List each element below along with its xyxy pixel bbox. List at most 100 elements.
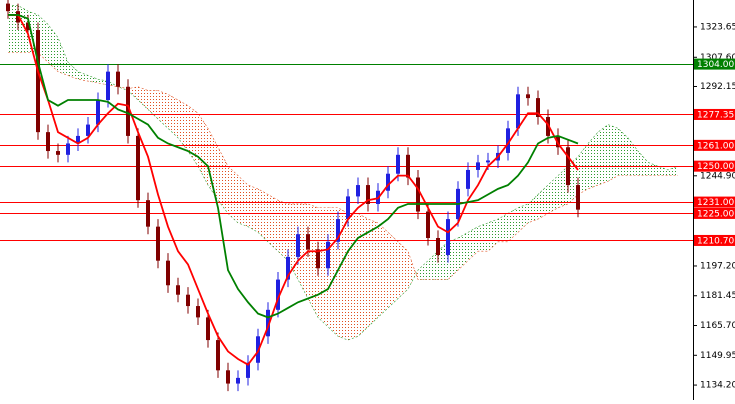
level-label: 1304.00 xyxy=(697,60,734,70)
cloud-segment xyxy=(178,100,188,152)
cloud-segment xyxy=(288,203,298,280)
level-label-bg xyxy=(694,207,735,219)
cloud-segment xyxy=(168,94,178,138)
candle-body xyxy=(296,234,300,257)
candle-body xyxy=(36,30,40,133)
cloud-segment xyxy=(78,71,88,82)
cloud-segment xyxy=(588,132,598,189)
candle-body xyxy=(276,279,280,310)
indicator-line xyxy=(8,14,579,319)
candle-body xyxy=(66,143,70,155)
cloud-segment xyxy=(148,90,158,119)
y-tick-label: 1244.90 xyxy=(700,171,735,181)
candle-body xyxy=(576,185,580,210)
candle-body xyxy=(136,135,140,201)
cloud-segment xyxy=(38,14,48,63)
cloud-segment xyxy=(648,162,658,176)
cloud-segment xyxy=(298,203,308,299)
level-label-bg xyxy=(694,234,735,246)
candle-body xyxy=(236,377,240,384)
candle-body xyxy=(336,219,340,242)
cloud-segment xyxy=(278,200,288,261)
candle-body xyxy=(366,185,370,204)
cloud-segment xyxy=(48,24,58,72)
y-tick-label: 1134.20 xyxy=(700,381,735,391)
cloud-segment xyxy=(208,128,218,201)
cloud-segment xyxy=(68,62,78,80)
cloud-segment xyxy=(468,226,478,261)
cloud-segment xyxy=(598,124,608,186)
candle-body xyxy=(266,309,270,337)
cloud-segment xyxy=(618,128,628,176)
cloud-segment xyxy=(308,203,318,318)
cloud-segment xyxy=(498,213,508,242)
candle-body xyxy=(306,234,310,250)
candle-body xyxy=(406,154,410,178)
level-label-bg xyxy=(694,160,735,172)
candle-body xyxy=(486,160,490,163)
cloud-segment xyxy=(268,194,278,252)
cloud-segment xyxy=(528,194,538,223)
cloud-segment xyxy=(448,237,458,280)
y-tick-label: 1165.70 xyxy=(700,321,735,331)
candle-body xyxy=(76,135,80,144)
cloud-segment xyxy=(458,232,468,271)
candle-body xyxy=(386,173,390,191)
cloud-segment xyxy=(368,219,378,327)
cloud-segment xyxy=(228,166,238,223)
candle-body xyxy=(196,306,200,318)
cloud-segment xyxy=(508,207,518,242)
cloud-segment xyxy=(358,213,368,337)
cloud-span xyxy=(8,52,678,280)
candle-body xyxy=(156,226,160,261)
candle-body xyxy=(246,362,250,378)
y-tick-label: 1181.45 xyxy=(700,291,735,301)
candle-body xyxy=(86,124,90,136)
candle-body xyxy=(56,151,60,155)
cloud-segment xyxy=(188,105,198,167)
candle-body xyxy=(536,98,540,118)
cloud-segment xyxy=(398,241,408,299)
cloud-segment xyxy=(58,37,68,76)
cloud-segment xyxy=(488,219,498,252)
candle-body xyxy=(476,162,480,170)
level-label: 1261.00 xyxy=(697,141,734,151)
cloud-segment xyxy=(138,86,148,110)
candle-body xyxy=(446,219,450,256)
candle-body xyxy=(116,71,120,87)
level-label: 1231.00 xyxy=(697,198,734,208)
level-label: 1225.00 xyxy=(697,209,734,219)
y-tick-label: 1197.20 xyxy=(700,261,735,271)
cloud-segment xyxy=(248,185,258,233)
y-tick-label: 1307.60 xyxy=(700,53,735,63)
cloud-segment xyxy=(578,143,588,195)
candle-body xyxy=(146,200,150,227)
cloud-segment xyxy=(608,124,618,182)
level-label-bg xyxy=(694,58,735,70)
candle-body xyxy=(96,100,100,125)
cloud-segment xyxy=(568,156,578,204)
cloud-segment xyxy=(548,175,558,214)
cloud-segment xyxy=(558,166,568,208)
candle-body xyxy=(356,185,360,197)
candle-body xyxy=(396,154,400,174)
y-tick-label: 1149.95 xyxy=(700,351,735,361)
cloud-segment xyxy=(378,222,388,318)
candle-body xyxy=(6,3,10,12)
cloud-segment xyxy=(88,75,98,83)
candle-body xyxy=(226,370,230,384)
cloud-segment xyxy=(128,86,138,100)
cloud-segment xyxy=(658,166,668,176)
level-label-bg xyxy=(694,196,735,208)
candle-body xyxy=(316,249,320,269)
candle-body xyxy=(26,22,30,31)
candle-body xyxy=(516,94,520,129)
candle-body xyxy=(526,94,530,99)
candle-body xyxy=(106,71,110,100)
candle-body xyxy=(566,147,570,186)
cloud-segment xyxy=(668,166,678,176)
indicator-line xyxy=(8,14,579,366)
cloud-segment xyxy=(638,151,648,176)
cloud-segment xyxy=(388,232,398,308)
